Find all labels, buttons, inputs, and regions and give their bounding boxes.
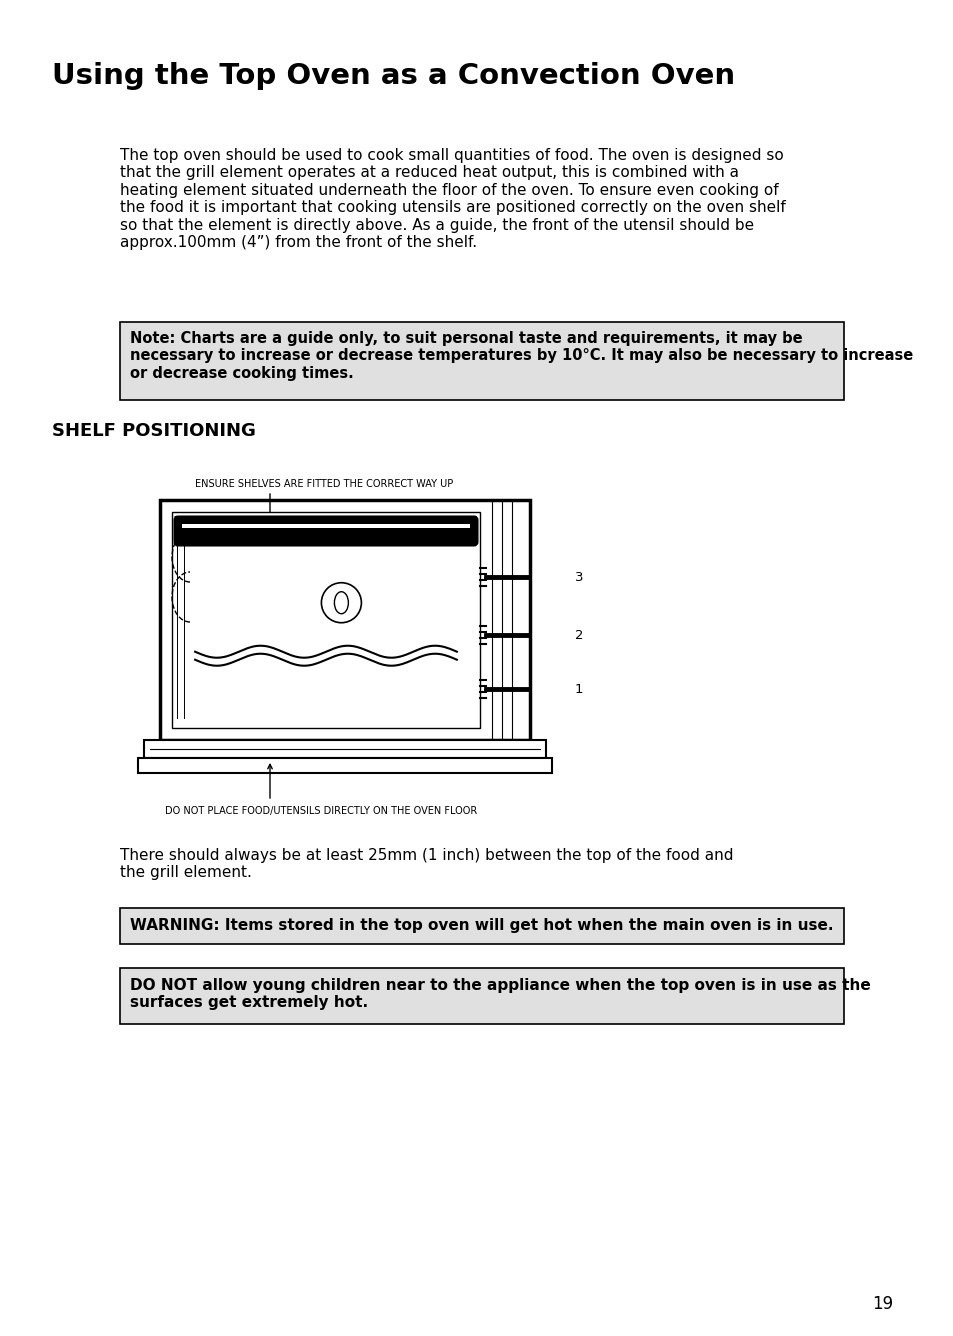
Ellipse shape bbox=[335, 592, 348, 613]
Text: 1: 1 bbox=[575, 683, 583, 696]
Text: The top oven should be used to cook small quantities of food. The oven is design: The top oven should be used to cook smal… bbox=[120, 148, 785, 250]
Text: There should always be at least 25mm (1 inch) between the top of the food and
th: There should always be at least 25mm (1 … bbox=[120, 848, 733, 880]
Text: 2: 2 bbox=[575, 629, 583, 643]
Text: DO NOT PLACE FOOD/UTENSILS DIRECTLY ON THE OVEN FLOOR: DO NOT PLACE FOOD/UTENSILS DIRECTLY ON T… bbox=[165, 806, 476, 816]
FancyBboxPatch shape bbox=[175, 518, 476, 544]
Bar bbox=[120, 322, 843, 399]
Text: Note: Charts are a guide only, to suit personal taste and requirements, it may b: Note: Charts are a guide only, to suit p… bbox=[130, 331, 912, 381]
Bar bbox=[120, 969, 843, 1023]
Bar bbox=[172, 512, 479, 728]
Text: SHELF POSITIONING: SHELF POSITIONING bbox=[52, 422, 255, 440]
Bar bbox=[160, 500, 530, 740]
Circle shape bbox=[321, 582, 361, 623]
Text: Using the Top Oven as a Convection Oven: Using the Top Oven as a Convection Oven bbox=[52, 61, 735, 90]
Text: ENSURE SHELVES ARE FITTED THE CORRECT WAY UP: ENSURE SHELVES ARE FITTED THE CORRECT WA… bbox=[194, 480, 453, 489]
Text: DO NOT allow young children near to the appliance when the top oven is in use as: DO NOT allow young children near to the … bbox=[130, 978, 870, 1010]
Bar bbox=[138, 758, 552, 774]
FancyBboxPatch shape bbox=[174, 517, 476, 545]
Text: 19: 19 bbox=[871, 1295, 892, 1313]
Text: WARNING: Items stored in the top oven will get hot when the main oven is in use.: WARNING: Items stored in the top oven wi… bbox=[130, 918, 833, 933]
Bar bbox=[182, 524, 470, 528]
Text: 3: 3 bbox=[575, 570, 583, 584]
Bar bbox=[120, 908, 843, 945]
Bar bbox=[144, 740, 545, 758]
